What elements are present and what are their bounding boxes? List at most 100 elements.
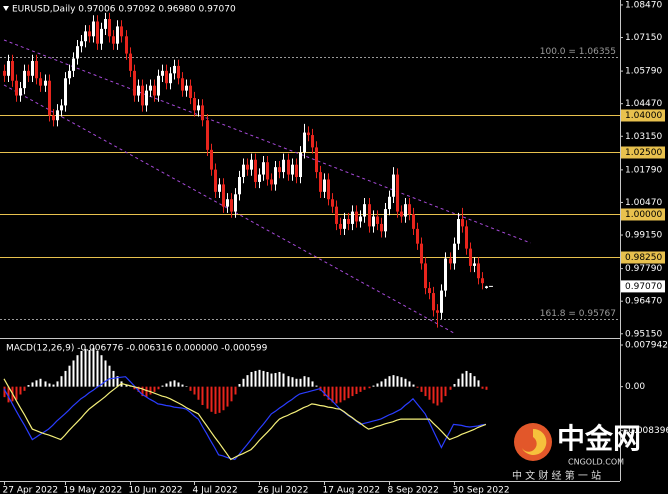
candle-body xyxy=(384,209,387,232)
candle-body xyxy=(469,248,472,266)
x-tick-label: 30 Sep 2022 xyxy=(453,486,510,494)
candle-body xyxy=(84,31,87,42)
candle-body xyxy=(169,73,172,84)
level-label: 161.8 = 0.95767 xyxy=(540,309,616,319)
candle-body xyxy=(226,199,229,207)
candle-body xyxy=(400,211,403,217)
candle-body xyxy=(404,204,407,217)
candle-body xyxy=(303,132,306,153)
candle-body xyxy=(453,243,456,264)
candle-body xyxy=(246,164,249,170)
candle-body xyxy=(145,90,148,106)
candle-body xyxy=(351,211,354,224)
candle-body xyxy=(412,214,415,229)
candle-body xyxy=(319,172,322,192)
y-tick-label: 1.08470 xyxy=(625,0,662,10)
candle-body xyxy=(137,85,140,96)
candle-body xyxy=(76,46,79,59)
logo xyxy=(514,423,552,461)
candle-body xyxy=(31,60,34,76)
candle-body xyxy=(44,80,47,86)
y-tick-label: -0.008396 xyxy=(625,426,668,436)
candle-body xyxy=(173,65,176,74)
candle-body xyxy=(64,78,67,106)
candle-body xyxy=(457,218,460,244)
candle-body xyxy=(52,115,55,121)
candle-body xyxy=(380,223,383,232)
candle-body xyxy=(161,70,164,76)
candle-body xyxy=(315,147,318,173)
candle-body xyxy=(307,132,310,136)
candle-body xyxy=(125,36,128,54)
y-tick-label: 1.05790 xyxy=(625,67,662,77)
candle-body xyxy=(15,80,18,96)
candle-body xyxy=(420,243,423,264)
logo-swirl xyxy=(521,428,547,455)
candle-body xyxy=(3,70,6,76)
candle-body xyxy=(250,159,253,170)
candle-body xyxy=(396,174,399,212)
macd-line xyxy=(3,378,487,461)
watermark: 中金网 CNGOLD.COM 中 文 财 经 第 一 站 xyxy=(512,422,641,482)
candle-body xyxy=(206,120,209,150)
level-label: 1.00000 xyxy=(625,210,662,220)
y-tick-label: 1.00470 xyxy=(625,198,662,208)
candle-body xyxy=(461,218,464,227)
candle-body xyxy=(416,228,419,244)
candle-body xyxy=(347,218,350,224)
level-label: 1.02500 xyxy=(625,148,662,158)
candle-body xyxy=(287,159,290,175)
candle-body xyxy=(48,80,51,116)
candle-body xyxy=(323,179,326,192)
candle-body xyxy=(100,28,103,44)
candle-body xyxy=(327,179,330,200)
chart-title: EURUSD,Daily 0.97006 0.97092 0.96980 0.9… xyxy=(12,5,236,15)
candle-body xyxy=(440,290,443,313)
candle-body xyxy=(92,21,95,37)
level-box xyxy=(621,208,665,221)
y-tick-label: 1.03150 xyxy=(625,132,662,142)
candle-body xyxy=(424,263,427,289)
symbol-icon xyxy=(3,6,9,11)
candle-body xyxy=(133,70,136,96)
y-tick-label: 1.04470 xyxy=(625,99,662,109)
y-tick-label: 0.99150 xyxy=(625,231,662,241)
candle-body xyxy=(120,26,123,37)
candle-body xyxy=(197,105,200,111)
candle-body xyxy=(201,105,204,121)
channel-line xyxy=(3,84,454,334)
candle-body xyxy=(60,105,63,111)
candle-body xyxy=(392,174,395,197)
candle-body xyxy=(210,149,213,170)
last-price-box xyxy=(621,280,665,293)
candle-body xyxy=(363,204,366,217)
level-label: 1.04000 xyxy=(625,111,662,121)
x-tick-label: 17 Aug 2022 xyxy=(323,486,381,494)
x-tick-label: 27 Apr 2022 xyxy=(3,486,59,494)
candle-body xyxy=(80,41,83,47)
candle-body xyxy=(149,85,152,91)
candle-body xyxy=(222,184,225,207)
watermark-name: 中金网 xyxy=(557,422,641,455)
y-tick-label: 0.95150 xyxy=(625,329,662,339)
candle-body xyxy=(129,53,132,71)
y-tick-label: 0.007942 xyxy=(625,341,668,351)
y-tick-label: 0.97790 xyxy=(625,264,662,274)
candle-body xyxy=(343,218,346,229)
x-tick-label: 8 Sep 2022 xyxy=(388,486,439,494)
candle-body xyxy=(295,164,298,178)
candle-body xyxy=(193,98,196,111)
candle-body xyxy=(185,85,188,91)
candle-body xyxy=(388,196,391,210)
candle-body xyxy=(282,159,285,173)
candle-body xyxy=(473,263,476,266)
candle-body xyxy=(23,70,26,89)
candle-body xyxy=(177,65,180,79)
candle-body xyxy=(181,78,184,91)
candle-body xyxy=(141,85,144,106)
level-box xyxy=(621,146,665,159)
candle-body xyxy=(477,263,480,279)
candle-body xyxy=(88,31,91,37)
